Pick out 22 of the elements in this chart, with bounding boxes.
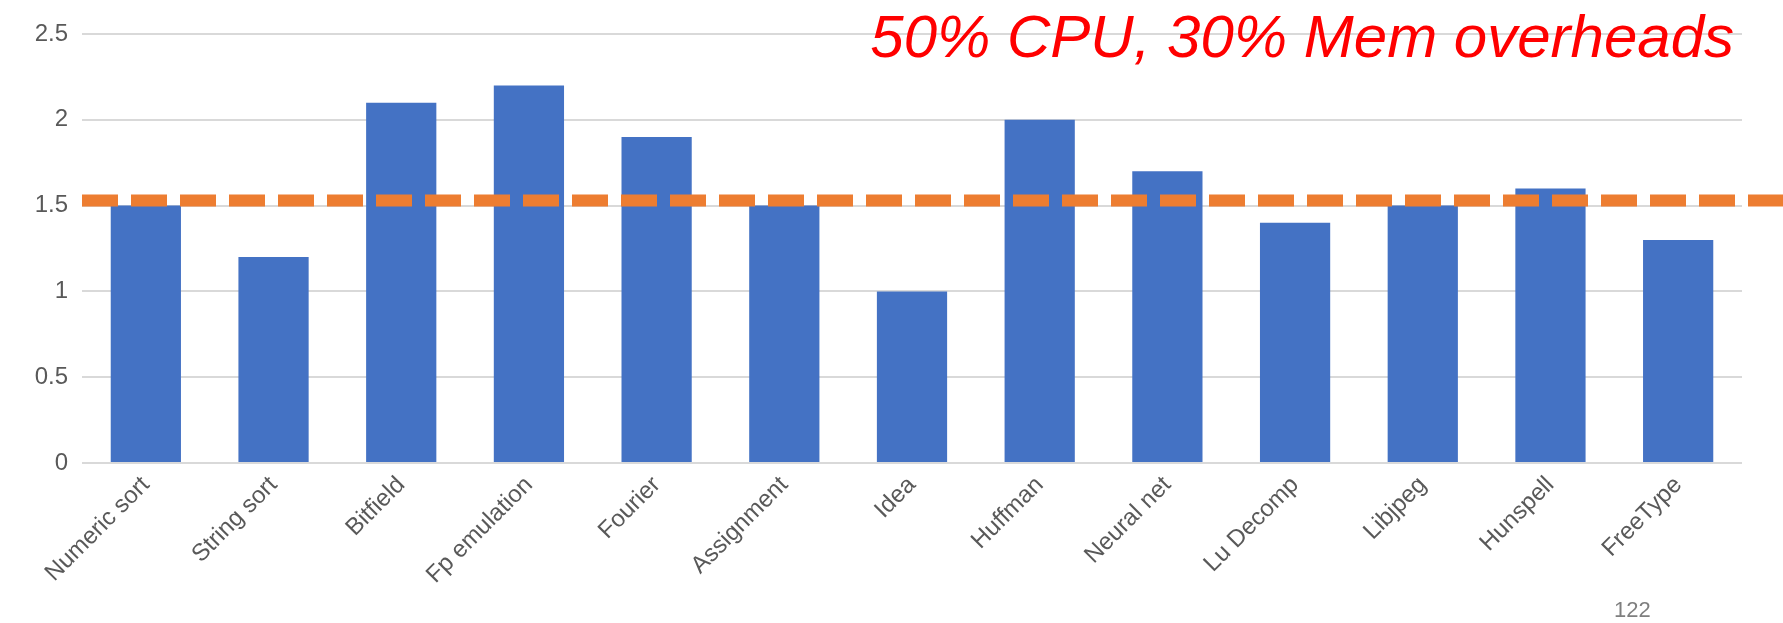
y-tick-label: 1.5 — [34, 190, 68, 218]
y-tick-label: 0.5 — [34, 361, 68, 389]
bar — [493, 85, 565, 462]
bar — [1259, 222, 1331, 462]
y-tick-label: 2.5 — [34, 18, 68, 46]
bar — [1515, 188, 1586, 462]
bar — [110, 205, 181, 462]
y-tick-label: 0 — [54, 447, 68, 475]
bar — [1643, 239, 1714, 462]
y-tick-label: 1 — [54, 276, 68, 304]
y-tick-label: 2 — [54, 104, 68, 132]
bar — [876, 291, 948, 462]
bar — [238, 257, 309, 462]
text: 122 — [1614, 597, 1651, 622]
bar — [1004, 119, 1075, 462]
bar — [621, 136, 692, 462]
bar — [1387, 205, 1458, 462]
bar — [366, 102, 437, 462]
bar — [749, 205, 820, 462]
bar — [1132, 171, 1203, 462]
chart-title: 50% CPU, 30% Mem overheads — [870, 3, 1734, 70]
x-tick-label: Idea — [868, 469, 921, 523]
